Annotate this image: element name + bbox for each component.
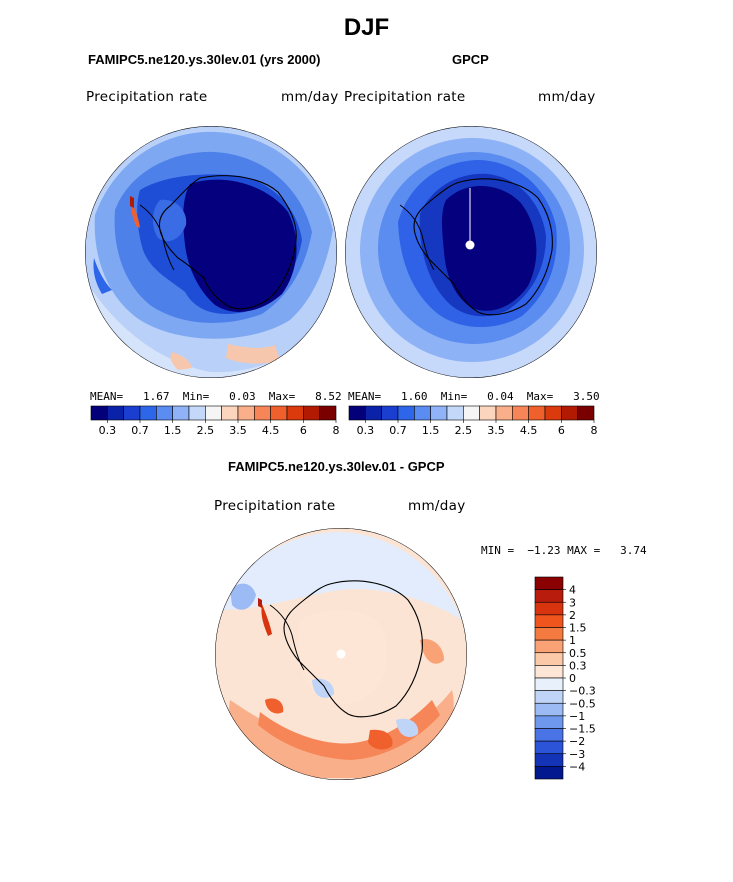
figure-title: DJF (343, 14, 390, 41)
colorbar-obs-swatch (479, 405, 497, 421)
colorbar-obs-swatch (397, 405, 415, 421)
colorbar-diff-swatch (534, 740, 564, 755)
panel-model-variable: Precipitation rate (86, 89, 208, 105)
colorbar-diff-swatch (534, 639, 564, 654)
colorbar-model-swatch (172, 405, 190, 421)
map-model (85, 126, 337, 378)
colorbar-obs-swatch (414, 405, 431, 421)
colorbar-model-swatch (90, 405, 108, 421)
panel-obs-title: GPCP (452, 52, 489, 67)
panel-diff-title: FAMIPC5.ne120.ys.30lev.01 - GPCP (228, 459, 445, 474)
panel-model-title: FAMIPC5.ne120.ys.30lev.01 (yrs 2000) (88, 52, 321, 67)
colorbar-model-swatch (319, 405, 337, 421)
colorbar-diff-tick-label: 3 (569, 596, 576, 609)
colorbar-model-swatch (237, 405, 255, 421)
colorbar-obs-swatch (577, 405, 595, 421)
colorbar-model-swatch (270, 405, 288, 421)
colorbar-diff-swatch (534, 702, 564, 717)
colorbar-diff-swatch (534, 652, 564, 666)
colorbar-model-swatch (303, 405, 320, 421)
colorbar-model-swatch (205, 405, 222, 421)
panel-diff-units: mm/day (408, 498, 466, 514)
panel-model-stats: MEAN= 1.67 Min= 0.03 Max= 8.52 (90, 390, 342, 403)
colorbar-diff-tick-label: −3 (569, 748, 585, 761)
colorbar-obs-swatch (495, 405, 513, 421)
colorbar-model-tick-label: 4.5 (262, 424, 280, 437)
colorbar-diff-swatch (534, 690, 564, 704)
colorbar-diff-tick-label: 4 (569, 584, 576, 597)
colorbar-diff-swatch (534, 627, 564, 641)
colorbar-diff-swatch (534, 766, 564, 780)
colorbar-model-tick-label: 6 (300, 424, 307, 437)
colorbar-model-swatch (221, 405, 239, 421)
colorbar-diff-tick-label: 1.5 (569, 622, 587, 635)
colorbar-model-swatch (286, 405, 304, 421)
colorbar-diff-tick-label: −0.5 (569, 697, 596, 710)
colorbar-diff-tick-label: −0.3 (569, 685, 596, 698)
panel-model-units: mm/day (281, 89, 339, 105)
colorbar-obs: 0.3 0.7 1.5 2.5 3.5 4.5 6 8 (348, 405, 598, 437)
colorbar-obs-swatch (446, 405, 464, 421)
colorbar-obs-swatch (512, 405, 529, 421)
panel-diff-variable: Precipitation rate (214, 498, 336, 514)
panel-obs-variable: Precipitation rate (344, 89, 466, 105)
colorbar-diff-swatch (534, 614, 564, 628)
panel-obs-stats: MEAN= 1.60 Min= 0.04 Max= 3.50 (348, 390, 600, 403)
colorbar-diff-tick-label: −1 (569, 710, 585, 723)
colorbar-diff-tick-label: 0 (569, 672, 576, 685)
colorbar-diff-tick-label: 0.3 (569, 659, 587, 672)
colorbar-obs-tick-label: 3.5 (487, 424, 505, 437)
colorbar-obs-tick-label: 0.7 (389, 424, 407, 437)
colorbar-diff-swatch (534, 665, 564, 679)
colorbar-model-tick-label: 0.7 (131, 424, 149, 437)
colorbar-obs-swatch (348, 405, 366, 421)
colorbar-obs-tick-label: 1.5 (422, 424, 440, 437)
colorbar-model-swatch (107, 405, 124, 421)
colorbar-diff-tick-label: 1 (569, 634, 576, 647)
colorbar-model-tick-label: 3.5 (229, 424, 247, 437)
colorbar-model-tick-label: 2.5 (197, 424, 215, 437)
colorbar-diff-swatch (534, 715, 564, 729)
colorbar-model-swatch (123, 405, 141, 421)
colorbar-obs-swatch (544, 405, 562, 421)
colorbar-obs-swatch (561, 405, 578, 421)
colorbar-model-swatch (188, 405, 206, 421)
map-diff (215, 528, 467, 780)
colorbar-obs-tick-label: 2.5 (455, 424, 473, 437)
colorbar-diff-swatch (534, 589, 564, 603)
map-obs (345, 126, 597, 378)
colorbar-obs-swatch (365, 405, 382, 421)
colorbar-model-swatch (156, 405, 173, 421)
colorbar-obs-tick-label: 6 (558, 424, 565, 437)
colorbar-diff-swatch (534, 728, 564, 742)
colorbar-model-tick-label: 0.3 (99, 424, 117, 437)
colorbar-obs-tick-label: 8 (591, 424, 598, 437)
colorbar-obs-swatch (430, 405, 448, 421)
panel-obs-units: mm/day (538, 89, 596, 105)
colorbar-obs-swatch (528, 405, 546, 421)
colorbar-model-swatch (254, 405, 271, 421)
colorbar-model-tick-label: 1.5 (164, 424, 182, 437)
colorbar-diff-tick-label: −2 (569, 735, 585, 748)
colorbar-obs-tick-label: 4.5 (520, 424, 538, 437)
colorbar-diff-swatch (534, 601, 564, 616)
colorbar-diff-tick-label: 2 (569, 609, 576, 622)
colorbar-diff-tick-label: −4 (569, 760, 585, 773)
colorbar-obs-tick-label: 0.3 (357, 424, 375, 437)
colorbar-diff-tick-label: 0.5 (569, 647, 587, 660)
colorbar-model-swatch (139, 405, 157, 421)
colorbar-diff-swatch (534, 576, 564, 590)
colorbar-obs-swatch (463, 405, 480, 421)
colorbar-diff-tick-label: −1.5 (569, 723, 596, 736)
colorbar-model: 0.3 0.7 1.5 2.5 3.5 4.5 6 8 (90, 405, 340, 437)
colorbar-obs-swatch (381, 405, 399, 421)
colorbar-diff-swatch (534, 753, 564, 767)
colorbar-diff-swatch (534, 677, 564, 691)
colorbar-model-tick-label: 8 (333, 424, 340, 437)
panel-diff-stats: MIN = −1.23 MAX = 3.74 (481, 544, 647, 557)
